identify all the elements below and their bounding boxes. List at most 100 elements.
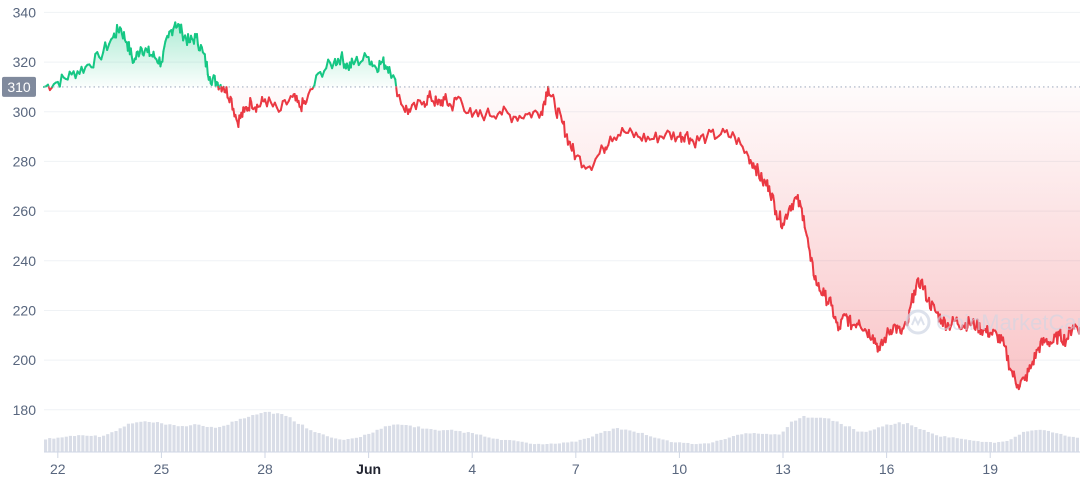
volume-bar (338, 439, 342, 452)
price-segment (452, 97, 456, 107)
volume-bar (180, 426, 184, 452)
volume-bar (922, 429, 926, 452)
x-tick-label: Jun (356, 461, 381, 477)
volume-bar (160, 423, 164, 452)
price-segment (706, 128, 711, 138)
volume-bar (595, 433, 599, 452)
volume-bar (1042, 430, 1046, 452)
volume-bar (661, 439, 665, 452)
volume-bar (412, 427, 416, 452)
volume-bar (802, 415, 806, 452)
volume-bar (379, 428, 383, 452)
volume-bar (271, 413, 276, 452)
price-segment (1006, 354, 1010, 371)
volume-bar (669, 442, 673, 452)
price-segment (106, 43, 111, 52)
volume-bar (1030, 430, 1034, 452)
price-segment (725, 129, 730, 138)
x-axis: 22 25 28 Jun 4 7 10 13 16 19 (44, 451, 1080, 477)
volume-bar (77, 435, 81, 452)
volume-bar (155, 422, 160, 452)
volume-bar (143, 421, 147, 452)
volume-bar (537, 443, 541, 452)
price-segment (325, 58, 330, 70)
volume-bar (354, 437, 358, 452)
volume-bar (615, 428, 620, 452)
price-segment (917, 277, 921, 288)
volume-bar (508, 440, 512, 452)
volume-bar (106, 434, 110, 452)
volume-bar (789, 421, 794, 452)
volume-bar (230, 421, 234, 452)
volume-bar (520, 441, 524, 452)
volume-bar (897, 422, 901, 452)
volume-bar (914, 427, 918, 452)
volume-bar (342, 439, 346, 452)
x-tick-label: 16 (879, 461, 895, 477)
price-segment (1067, 326, 1071, 340)
volume-bar (1013, 436, 1017, 452)
volume-bar (976, 441, 980, 452)
volume-bar (466, 432, 470, 452)
price-segment (500, 105, 505, 116)
baseline-badge (2, 76, 36, 97)
volume-bar (578, 439, 582, 452)
price-segment (187, 33, 191, 44)
volume-bar (773, 434, 777, 452)
volume-bar (1071, 436, 1075, 452)
y-tick-label: 260 (13, 203, 37, 219)
volume-bar (458, 431, 462, 452)
volume-bar (607, 431, 611, 452)
volume-bar (926, 431, 930, 452)
price-segment (331, 61, 336, 70)
price-segment (1012, 370, 1016, 379)
price-segment (129, 47, 133, 58)
price-segment (313, 74, 318, 87)
price-segment (321, 69, 326, 78)
volume-bar (570, 441, 574, 452)
price-segment (694, 135, 699, 149)
volume-bar (624, 429, 628, 452)
volume-bar (437, 430, 441, 452)
y-axis: 340 320 300 280 260 240 220 200 180 (13, 4, 37, 417)
volume-bar (429, 429, 433, 452)
price-segment (775, 210, 779, 221)
price-segment (898, 325, 902, 334)
price-segment (867, 328, 871, 339)
price-segment (394, 78, 398, 88)
volume-bar (1059, 433, 1063, 452)
volume-bar (44, 439, 48, 452)
volume-bar (823, 418, 827, 452)
volume-bar (483, 436, 487, 452)
price-segment (578, 155, 583, 169)
volume-bar (346, 439, 350, 452)
volume-bar (242, 418, 247, 452)
price-segment (1002, 336, 1006, 347)
volume-bar (980, 441, 984, 452)
price-segment (122, 31, 126, 41)
volume-bar (893, 423, 897, 452)
price-segment (756, 163, 760, 173)
area-below-baseline (48, 86, 1080, 390)
price-segment (829, 296, 833, 307)
volume-bar (847, 426, 852, 452)
price-segment (553, 97, 557, 108)
x-tick-label: 25 (154, 461, 170, 477)
volume-bar (288, 417, 292, 452)
volume-bar (512, 440, 516, 452)
volume-bar (657, 438, 661, 452)
volume-bar (280, 414, 284, 452)
price-segment (571, 142, 575, 152)
volume-bar (678, 442, 682, 452)
price-segment (547, 85, 551, 97)
volume-bar (644, 435, 649, 452)
volume-bar (992, 442, 997, 452)
volume-bar (947, 437, 951, 452)
y-tick-label: 300 (13, 104, 37, 120)
price-segment (924, 285, 928, 302)
volume-bar (193, 424, 197, 452)
price-segment (711, 128, 716, 140)
volume-bar (404, 424, 408, 452)
volume-bar (367, 433, 371, 452)
price-segment (757, 170, 761, 180)
